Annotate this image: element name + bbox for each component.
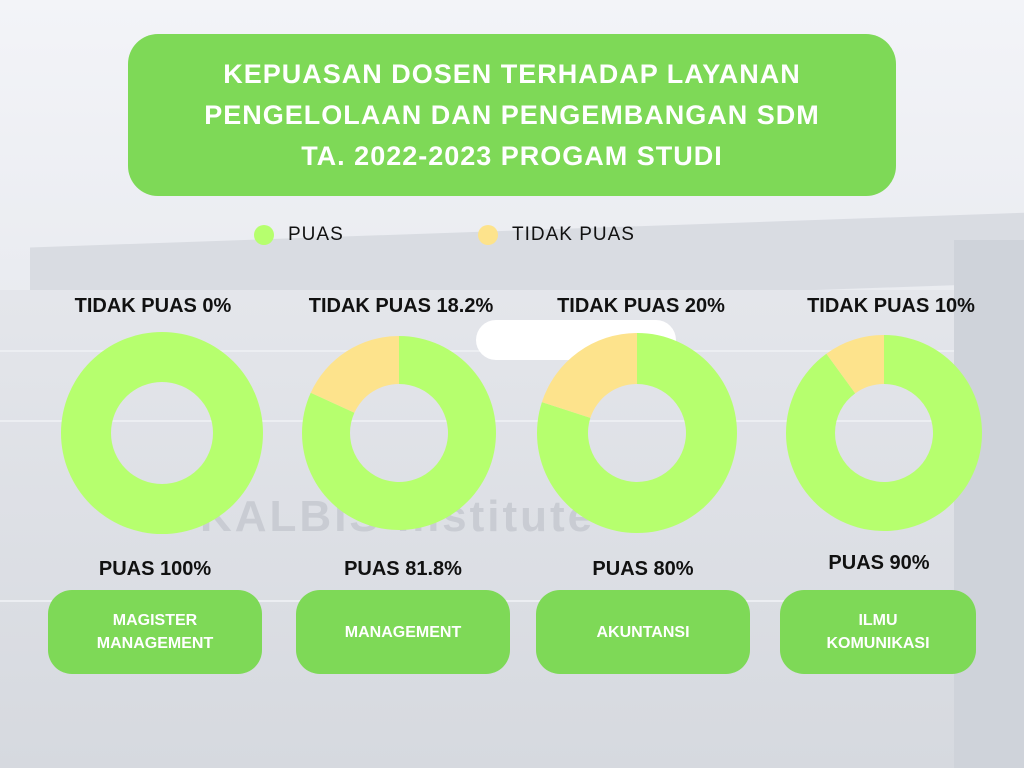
title-line-3: TA. 2022-2023 PROGAM STUDI <box>301 140 723 171</box>
legend-dot-tidak-puas <box>478 225 498 245</box>
label-tidak-puas: TIDAK PUAS 10% <box>807 295 975 317</box>
label-puas: PUAS 81.8% <box>344 558 462 580</box>
donut-chart-1: TIDAK PUAS 0% PUAS 100% <box>60 295 263 580</box>
donut-chart-4: TIDAK PUAS 10% PUAS 90% <box>785 295 982 574</box>
label-tidak-puas: TIDAK PUAS 20% <box>557 295 725 317</box>
legend-puas: PUAS <box>254 224 344 246</box>
legend-tidak-puas: TIDAK PUAS <box>478 224 635 246</box>
legend-label-tidak-puas: TIDAK PUAS <box>512 224 635 245</box>
slice-puas <box>785 335 982 531</box>
title-line-1: KEPUASAN DOSEN TERHADAP LAYANAN <box>223 58 801 89</box>
donut-chart-2: TIDAK PUAS 18.2% PUAS 81.8% <box>302 295 496 580</box>
title-banner: KEPUASAN DOSEN TERHADAP LAYANAN PENGELOL… <box>128 34 896 196</box>
label-tidak-puas: TIDAK PUAS 18.2% <box>309 295 494 317</box>
program-button-management: MANAGEMENT <box>296 590 510 674</box>
program-button-ilmu-komunikasi: ILMU KOMUNIKASI <box>780 590 976 674</box>
slice-tidak-puas <box>826 335 884 394</box>
program-label: ILMU KOMUNIKASI <box>826 612 930 652</box>
program-label: AKUNTANSI <box>596 623 690 641</box>
slice-puas <box>537 333 737 533</box>
slice-puas <box>302 336 496 530</box>
slice-tidak-puas <box>310 335 399 413</box>
legend-label-puas: PUAS <box>288 224 344 245</box>
program-button-akuntansi: AKUNTANSI <box>536 590 750 674</box>
label-puas: PUAS 80% <box>592 558 693 580</box>
donut-chart-3: TIDAK PUAS 20% PUAS 80% <box>537 295 737 580</box>
slice-tidak-puas <box>541 333 637 418</box>
program-button-magister-management: MAGISTER MANAGEMENT <box>48 590 262 674</box>
program-label: MAGISTER MANAGEMENT <box>96 612 214 652</box>
legend-dot-puas <box>254 225 274 245</box>
slice-puas <box>60 331 263 535</box>
label-puas: PUAS 100% <box>99 558 211 580</box>
program-label: MANAGEMENT <box>344 623 462 641</box>
label-puas: PUAS 90% <box>828 552 929 574</box>
title-line-2: PENGELOLAAN DAN PENGEMBANGAN SDM <box>204 99 820 130</box>
label-tidak-puas: TIDAK PUAS 0% <box>75 295 232 317</box>
